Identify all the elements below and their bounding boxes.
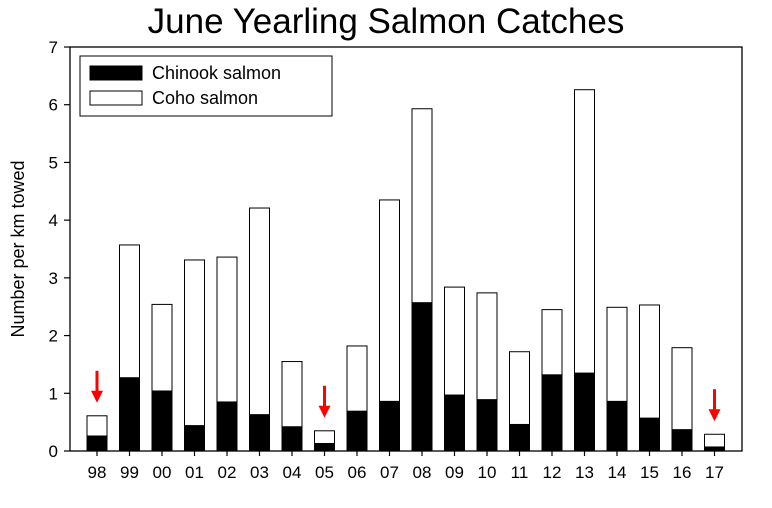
bar-chinook-10 [476,399,498,452]
bar-chinook-11 [509,423,530,452]
bar-coho-12 [541,309,563,376]
bar-coho-09 [444,286,465,396]
y-tick-label: 6 [49,96,58,115]
annotation-layer [91,370,721,422]
x-tick-label: 14 [608,463,627,482]
y-tick-label: 2 [49,327,58,346]
bar-chinook-02 [216,401,238,452]
bar-coho-00 [151,303,173,392]
bar-chinook-04 [281,426,303,452]
bar-coho-10 [476,292,498,401]
bar-chinook-03 [249,414,270,452]
bar-coho-17 [704,433,725,448]
x-tick-label: 99 [120,463,139,482]
bar-coho-01 [184,259,205,427]
bar-coho-07 [379,199,400,402]
bar-coho-08 [411,108,433,304]
bar-chinook-14 [606,400,628,452]
bar-coho-16 [671,347,693,431]
x-tick-label: 07 [380,463,399,482]
chart-title: June Yearling Salmon Catches [147,2,625,41]
bar-coho-13 [574,89,595,374]
bar-chinook-16 [671,429,693,452]
bar-chinook-07 [379,400,400,452]
bar-chinook-08 [411,302,433,452]
bar-chinook-13 [574,372,595,452]
x-tick-label: 00 [153,463,172,482]
bar-coho-02 [216,256,238,403]
bars-layer [86,89,725,452]
x-tick-label: 05 [315,463,334,482]
y-tick-label: 0 [49,442,58,461]
x-tick-label: 02 [218,463,237,482]
legend: Chinook salmon Coho salmon [79,55,333,117]
plot-frame [69,46,743,452]
red-arrow-17 [708,389,721,422]
bar-coho-14 [606,306,628,402]
y-tick-label: 5 [49,153,58,172]
x-tick-label: 03 [250,463,269,482]
y-tick-label: 3 [49,269,58,288]
bar-chinook-00 [151,390,173,452]
bar-chinook-01 [184,425,205,452]
bar-chinook-12 [541,374,563,452]
x-tick-label: 98 [88,463,107,482]
bar-chinook-15 [639,417,660,452]
y-tick-label: 7 [49,38,58,57]
bar-coho-98 [86,415,108,437]
x-tick-label: 08 [413,463,432,482]
y-tick-label: 1 [49,384,58,403]
bar-coho-06 [346,345,368,412]
x-tick-label: 10 [478,463,497,482]
x-tick-label: 11 [511,463,529,482]
x-tick-label: 01 [185,463,204,482]
legend-swatch-coho [89,90,143,106]
bar-chinook-98 [86,435,108,452]
x-tick-label: 15 [640,463,659,482]
x-tick-label: 04 [283,463,302,482]
bar-coho-05 [314,430,335,444]
x-tick-label: 16 [673,463,692,482]
bar-coho-11 [509,351,530,425]
legend-label-chinook: Chinook salmon [152,63,281,83]
x-tick-label: 17 [705,463,724,482]
y-tick-label: 4 [49,211,58,230]
bar-chinook-09 [444,394,465,452]
legend-label-coho: Coho salmon [152,88,258,108]
x-tick-label: 13 [575,463,594,482]
y-axis-title: Number per km towed [8,160,28,337]
bar-chinook-99 [119,377,140,452]
red-arrow-05 [318,385,331,418]
x-tick-label: 06 [348,463,367,482]
x-tick-label: 12 [543,463,562,482]
bar-chinook-06 [346,410,368,452]
bar-coho-04 [281,361,303,428]
bar-coho-03 [249,207,270,416]
legend-swatch-chinook [89,65,143,81]
bar-coho-99 [119,244,140,379]
x-tick-label: 09 [445,463,464,482]
bar-coho-15 [639,304,660,419]
bar-chinook-05 [314,442,335,452]
red-arrow-98 [91,370,103,403]
